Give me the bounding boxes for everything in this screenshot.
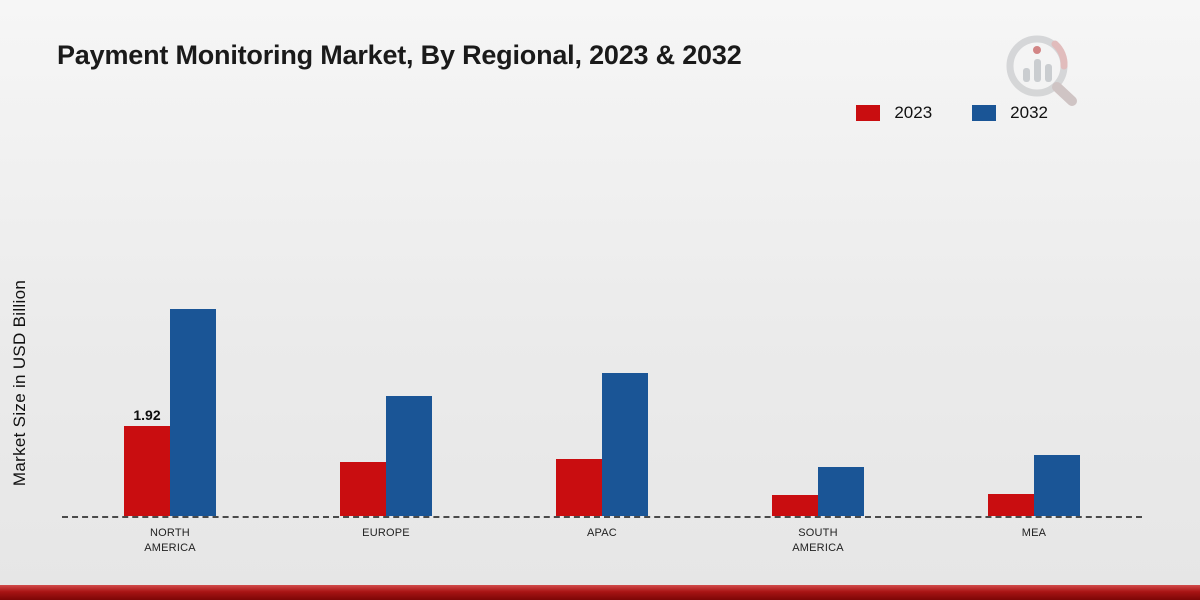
- bar-pair: [772, 256, 864, 516]
- bar-2032-mea: [1034, 455, 1080, 516]
- bar-2023-north-america: [124, 426, 170, 516]
- bar-group-apac: APAC: [556, 256, 648, 557]
- bar-group-south-america: SOUTH AMERICA: [772, 256, 864, 557]
- bar-pair: [988, 256, 1080, 516]
- bar-wrap: [556, 459, 602, 516]
- bar-2032-north-america: [170, 309, 216, 516]
- bar-wrap: [818, 467, 864, 516]
- bar-wrap: [340, 462, 386, 516]
- bar-group-north-america: 1.92 NORTH AMERICA: [124, 256, 216, 557]
- bar-2032-europe: [386, 396, 432, 516]
- legend-label-2023: 2023: [894, 103, 933, 122]
- category-label-apac: APAC: [587, 527, 617, 539]
- category-label-mea: MEA: [1021, 527, 1047, 539]
- bar-pair: [556, 256, 648, 516]
- bar-2023-apac: [556, 459, 602, 516]
- bar-2023-south-america: [772, 495, 818, 516]
- bar-group-mea: MEA: [988, 256, 1080, 557]
- legend-swatch-2032: [972, 105, 997, 121]
- magnifier-chart-logo-icon: [1006, 35, 1077, 106]
- bar-wrap: [988, 494, 1034, 516]
- legend-item-2023: 2023: [856, 103, 932, 123]
- bar-2032-apac: [602, 373, 648, 516]
- x-axis-baseline: [62, 516, 1142, 518]
- bar-pair: 1.92: [124, 256, 216, 516]
- legend-item-2032: 2032: [972, 103, 1048, 123]
- brand-logo-icon: [998, 30, 1082, 108]
- bar-wrap: [772, 495, 818, 516]
- bar-2032-south-america: [818, 467, 864, 516]
- legend-swatch-2023: [856, 105, 881, 121]
- bar-pair: [340, 256, 432, 516]
- category-label-north-america: NORTH AMERICA: [144, 527, 196, 555]
- bar-wrap: [386, 396, 432, 516]
- plot-area: 1.92 NORTH AMERICA EUROPE APAC SOUTH AMERICA…: [62, 256, 1142, 586]
- legend-label-2032: 2032: [1010, 103, 1048, 122]
- footer-bar: [0, 585, 1200, 600]
- y-axis-label: Market Size in USD Billion: [10, 279, 29, 487]
- category-label-south-america: SOUTH AMERICA: [792, 527, 844, 555]
- bar-2023-europe: [340, 462, 386, 516]
- legend: 2023 2032: [856, 103, 1048, 123]
- bar-2023-mea: [988, 494, 1034, 516]
- bar-wrap: [1034, 455, 1080, 516]
- chart-title: Payment Monitoring Market, By Regional, …: [57, 40, 742, 70]
- bar-wrap: [170, 309, 216, 516]
- bar-wrap: [602, 373, 648, 516]
- bar-group-europe: EUROPE: [340, 256, 432, 557]
- bar-value-label: 1.92: [133, 407, 161, 423]
- category-label-europe: EUROPE: [362, 527, 410, 539]
- bar-wrap: 1.92: [124, 407, 170, 516]
- bar-groups: 1.92 NORTH AMERICA EUROPE APAC SOUTH AMERICA…: [62, 256, 1142, 557]
